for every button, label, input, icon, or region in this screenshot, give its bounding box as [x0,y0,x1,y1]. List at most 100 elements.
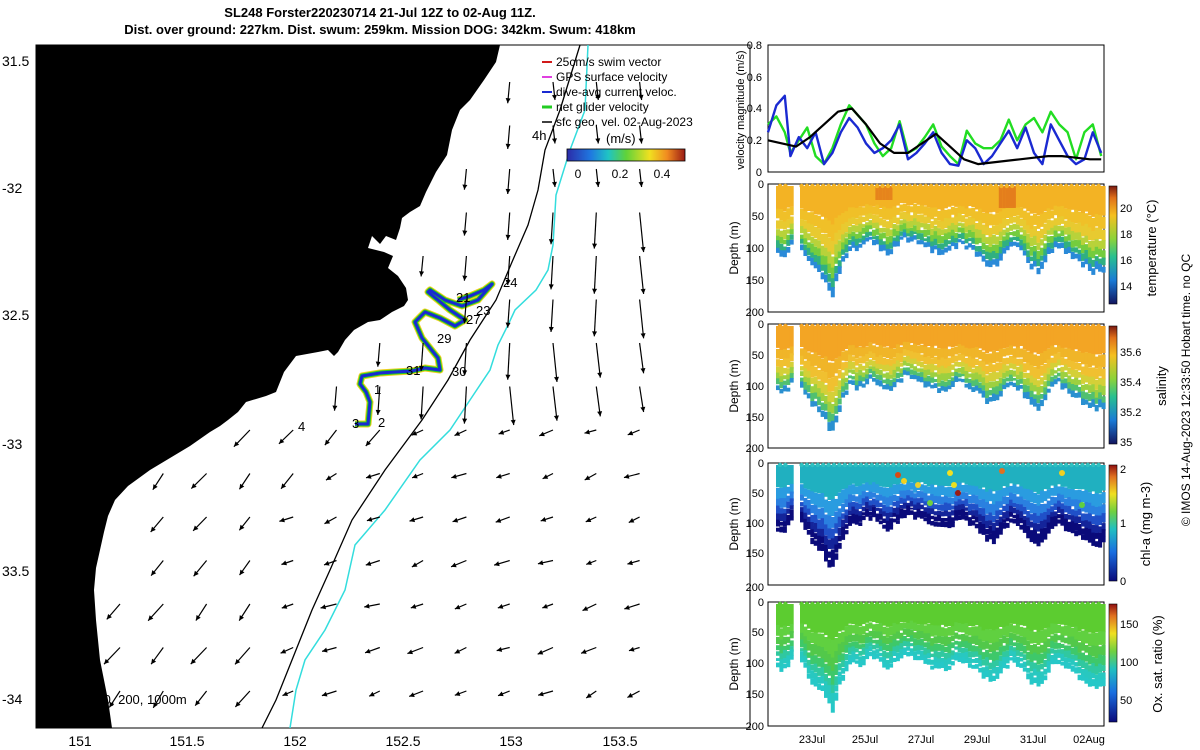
section-cell [1012,465,1017,485]
section-cell [895,217,900,225]
section-cell [851,186,856,208]
section-cell [824,514,828,526]
surface-sample-dot [999,323,1004,329]
section-cell [844,465,849,489]
section-cell [1039,385,1044,393]
section-cell [957,482,962,492]
surface-sample-dot [1064,601,1069,607]
section-cell [1043,211,1048,223]
section-cell [820,465,825,495]
section-cell [906,465,911,484]
section-cell [1026,500,1031,510]
section-cell [810,236,815,244]
section-cell [1084,326,1089,353]
section-cell [957,515,962,520]
section-cell [779,230,784,240]
section-cell [1043,234,1048,241]
section-cell [1063,326,1068,348]
section-cell [858,635,863,644]
section-cell [1091,186,1096,217]
section-cell [851,495,856,502]
section-cell [1029,503,1034,514]
section-cell [991,214,996,226]
section-cell [1091,326,1096,355]
section-cell [978,465,983,489]
section-cell [824,465,828,497]
section-cell [789,362,794,369]
section-cell [961,378,966,383]
section-cell [800,377,804,384]
section-cell [1087,665,1092,673]
section-cell [1029,215,1034,230]
section-cell [971,494,976,503]
section-cell [813,366,818,377]
section-cell [851,651,856,658]
section-cell [964,648,969,654]
section-cell [1050,465,1055,486]
section-cell [957,373,962,378]
section-cell [786,501,791,509]
section-cell [947,636,952,647]
section-cell [899,497,904,504]
section-cell [1101,504,1106,515]
section-cell [919,491,924,498]
section-cell [830,362,835,378]
current-arrow-head [496,473,502,479]
section-cell [902,628,907,635]
section-cell [981,515,986,524]
section-cell [985,365,990,375]
section-cell [902,186,907,204]
section-cell [1033,260,1037,267]
surface-sample-dot [1047,183,1053,189]
section-cell [830,413,835,422]
section-cell [1101,396,1106,403]
section-cell [824,217,828,234]
section-cell [776,366,780,374]
section-cell [1084,223,1089,236]
section-cell [824,264,828,275]
section-cell [1046,374,1051,383]
chla-hotspot [955,490,961,496]
section-cell [995,527,1000,534]
section-cell [1026,212,1031,226]
section-cell [1094,632,1099,647]
section-cell [806,530,811,535]
section-cell [974,385,979,391]
section-cell [1074,655,1079,661]
section-cell [1057,506,1061,513]
section-cell [1039,465,1044,493]
section-cell [1050,227,1055,235]
section-cell [1094,397,1099,404]
section-cell [1067,488,1072,499]
section-cell [875,235,880,241]
section-cell [1098,532,1103,541]
section-cell [991,651,996,662]
section-cell [851,517,856,524]
section-cell [878,364,883,370]
surface-sample-dot [929,323,934,329]
section-cell [813,540,818,546]
section-cell [892,507,897,514]
velocity-frame [767,44,1105,173]
section-cell [961,500,966,507]
current-arrow-head [454,431,461,436]
current-arrow-head [628,646,635,652]
current-arrow-head [623,473,630,479]
section-cell [1009,237,1013,243]
section-cell [1101,378,1106,388]
section-cell [906,623,911,630]
section-cell [1077,509,1082,516]
section-cell [844,211,849,224]
section-cell [902,232,907,238]
section-cell [964,507,969,511]
section-cell [848,642,852,649]
current-arrow-head [320,604,327,610]
section-cell [1009,633,1013,641]
section-cell [810,377,815,384]
section-cell [813,401,818,407]
section-cell [844,499,849,507]
section-cell [943,186,948,209]
section-cell [1081,384,1085,392]
section-cell [817,519,822,529]
section-cell [1002,635,1007,644]
